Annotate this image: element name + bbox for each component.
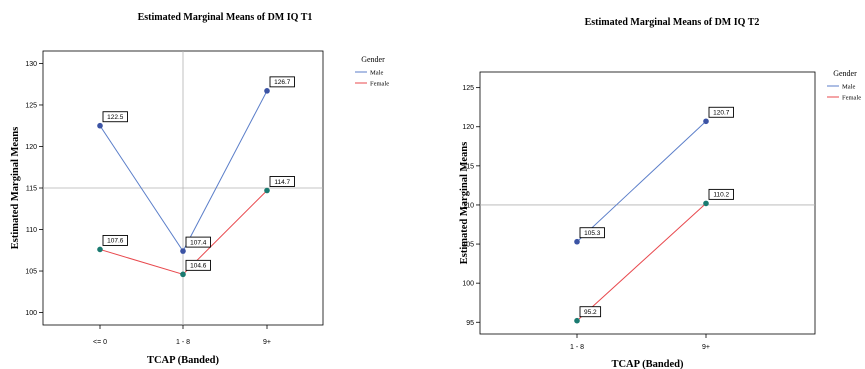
y-tick-label: 120 bbox=[25, 144, 37, 151]
data-label-box bbox=[102, 111, 128, 123]
data-label-box bbox=[269, 76, 295, 88]
data-label-box bbox=[269, 176, 295, 187]
series-line-female bbox=[99, 190, 268, 275]
x-tick-label: 9+ bbox=[263, 339, 271, 346]
y-tick-label: 130 bbox=[25, 61, 37, 68]
y-tick-label: 115 bbox=[463, 163, 474, 170]
x-axis-title: TCAP (Banded) bbox=[611, 359, 684, 369]
chart-1: Estimated Marginal Means of DM IQ T1 100 1… bbox=[10, 12, 389, 366]
data-point-female bbox=[574, 317, 580, 324]
x-tick-label: <= 0 bbox=[93, 339, 107, 346]
legend-title: Gender bbox=[833, 69, 857, 78]
data-label-box bbox=[708, 106, 734, 118]
chart-title: Estimated Marginal Means of DM IQ T2 bbox=[585, 17, 760, 28]
y-tick-label: 125 bbox=[25, 102, 37, 109]
x-tick-label: 1 - 8 bbox=[176, 339, 190, 346]
data-point-male bbox=[574, 238, 580, 245]
data-label-box bbox=[579, 306, 602, 318]
y-tick-label: 110 bbox=[463, 202, 474, 209]
y-tick-label: 95 bbox=[466, 320, 474, 327]
data-point-male bbox=[180, 248, 186, 254]
data-label: 95.2 bbox=[584, 309, 597, 316]
data-label: 126.7 bbox=[274, 79, 291, 86]
data-point-male bbox=[264, 88, 270, 94]
legend-title: Gender bbox=[361, 55, 385, 64]
legend-label-male: Male bbox=[370, 69, 383, 76]
y-tick-label: 110 bbox=[26, 227, 37, 234]
legend-label-female: Female bbox=[370, 80, 389, 87]
chart-title: Estimated Marginal Means of DM IQ T1 bbox=[138, 12, 313, 23]
data-label-box bbox=[708, 188, 734, 200]
x-tick-label: 9+ bbox=[702, 344, 710, 351]
data-label-box bbox=[185, 259, 211, 271]
data-label: 105.3 bbox=[584, 230, 601, 237]
data-label: 122.5 bbox=[107, 114, 124, 121]
data-point-male bbox=[97, 122, 103, 129]
y-axis-title: Estimated Marginal Means bbox=[459, 142, 470, 265]
data-label: 107.6 bbox=[107, 238, 124, 245]
chart-2: Estimated Marginal Means of DM IQ T2 95 10… bbox=[459, 17, 861, 369]
y-tick-label: 120 bbox=[462, 124, 474, 131]
data-label: 114.7 bbox=[274, 179, 290, 186]
legend-label-female: Female bbox=[842, 94, 861, 101]
y-tick-label: 100 bbox=[25, 310, 37, 317]
data-point-female bbox=[703, 200, 709, 207]
y-tick-label: 105 bbox=[462, 242, 474, 249]
legend: Gender Male Female bbox=[827, 69, 861, 101]
y-tick-label: 115 bbox=[26, 186, 37, 193]
x-axis-title: TCAP (Banded) bbox=[147, 355, 220, 366]
legend-label-male: Male bbox=[842, 83, 855, 90]
y-axis-title: Estimated Marginal Means bbox=[10, 127, 21, 250]
y-tick-label: 100 bbox=[462, 281, 474, 288]
data-label-box bbox=[185, 236, 211, 248]
data-point-female bbox=[180, 271, 186, 278]
data-label: 107.4 bbox=[190, 239, 207, 246]
data-point-female bbox=[264, 187, 270, 194]
y-tick-label: 105 bbox=[25, 269, 37, 276]
legend: Gender Male Female bbox=[355, 55, 389, 87]
data-label-box bbox=[579, 227, 605, 239]
data-label: 120.7 bbox=[713, 110, 730, 117]
y-tick-label: 125 bbox=[462, 85, 474, 92]
data-label: 104.6 bbox=[190, 263, 207, 270]
series-line-female bbox=[576, 203, 707, 322]
plot-frame bbox=[479, 71, 816, 335]
series-line-male bbox=[576, 120, 707, 243]
data-point-male bbox=[703, 118, 709, 125]
data-label-box bbox=[102, 234, 128, 246]
data-point-female bbox=[97, 246, 103, 253]
data-label: 110.2 bbox=[713, 192, 729, 199]
x-tick-label: 1 - 8 bbox=[570, 344, 584, 351]
